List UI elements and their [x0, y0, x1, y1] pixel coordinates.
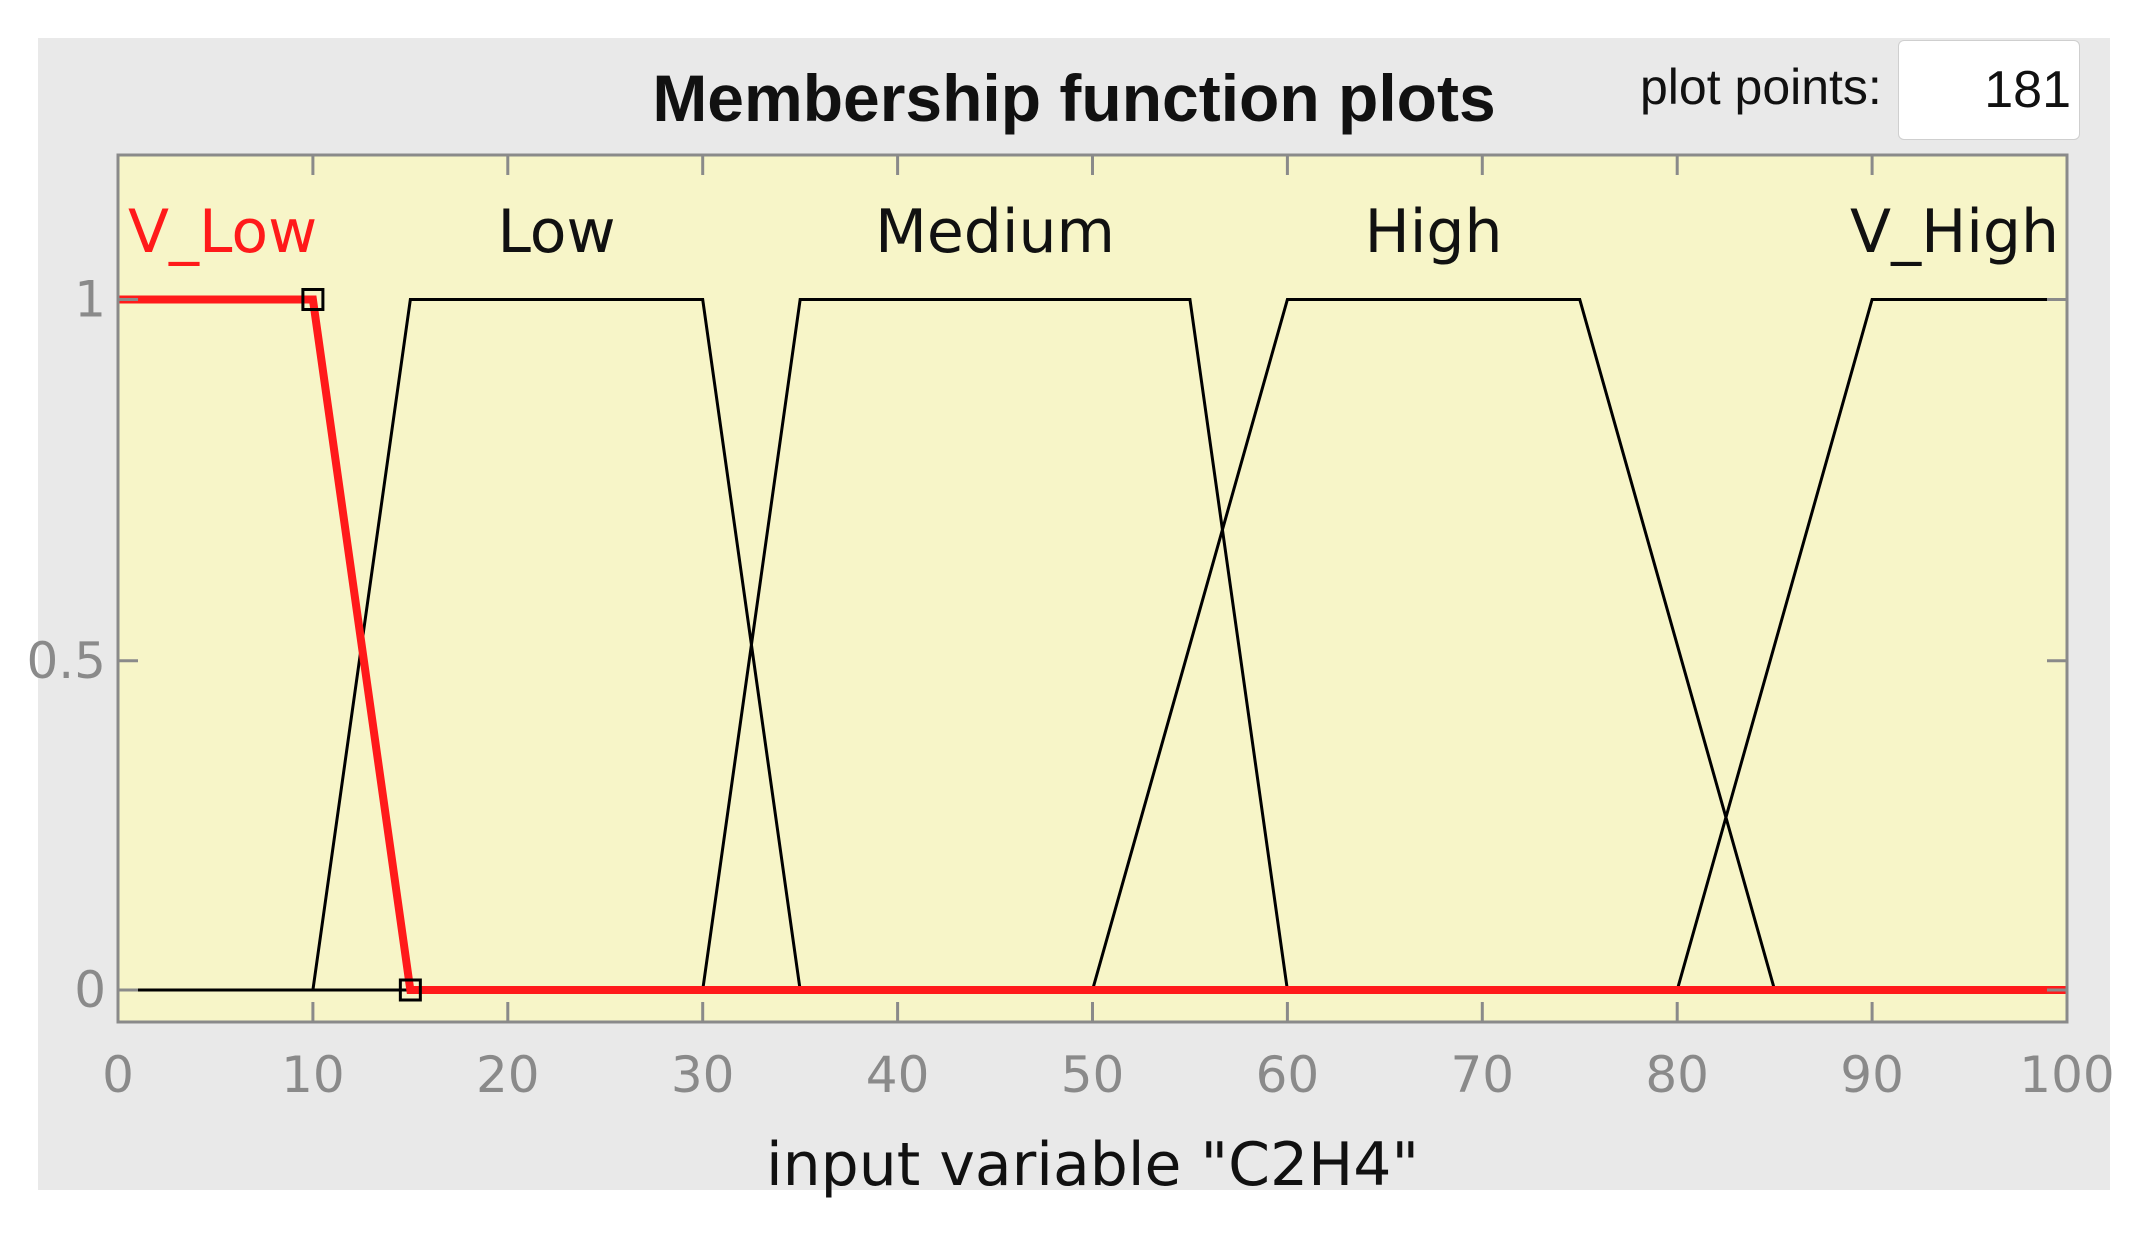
mf-label-v-low[interactable]: V_Low [128, 197, 317, 267]
x-tick-label: 80 [1645, 1046, 1709, 1104]
mf-curve-v-low[interactable] [118, 295, 2067, 994]
x-tick-label: 90 [1840, 1046, 1904, 1104]
y-tick-label: 0 [74, 961, 106, 1019]
series-layer [118, 288, 2067, 1002]
x-tick-label: 10 [281, 1046, 345, 1104]
x-tick-label: 40 [866, 1046, 930, 1104]
plot-area[interactable] [118, 155, 2067, 1022]
x-tick-label: 70 [1450, 1046, 1514, 1104]
chart-title: Membership function plots [652, 61, 1496, 135]
mf-vertex-handle-1[interactable] [301, 288, 325, 311]
tick-layer: 0 10 20 30 40 50 60 70 80 90 100 0 0.5 1 [26, 155, 2115, 1104]
x-tick-label: 50 [1061, 1046, 1125, 1104]
y-tick-label: 1 [74, 271, 106, 329]
x-axis-label: input variable "C2H4" [766, 1130, 1419, 1200]
mf-vertex-handle-2[interactable] [398, 978, 422, 1002]
x-tick-label: 30 [671, 1046, 735, 1104]
mf-label-high[interactable]: High [1365, 197, 1503, 267]
plot-points-input[interactable] [1898, 40, 2080, 140]
x-tick-label: 20 [476, 1046, 540, 1104]
mf-label-low[interactable]: Low [497, 197, 615, 267]
x-tick-label: 60 [1256, 1046, 1320, 1104]
mf-label-v-high[interactable]: V_High [1850, 197, 2059, 267]
plot-points-label: plot points: [1640, 59, 1882, 115]
mf-label-medium[interactable]: Medium [875, 197, 1115, 267]
mf-label-layer: V_Low Low Medium High V_High [128, 197, 2059, 267]
x-tick-label: 0 [102, 1046, 134, 1104]
y-tick-label: 0.5 [26, 632, 106, 690]
x-tick-label: 100 [2019, 1046, 2114, 1104]
